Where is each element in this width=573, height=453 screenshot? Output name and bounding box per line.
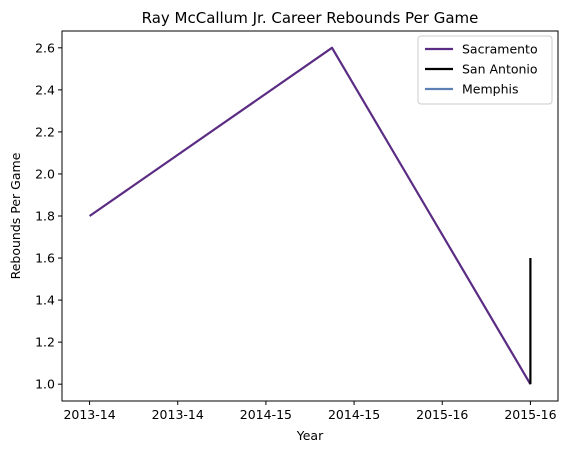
x-axis-label: Year [296, 428, 324, 443]
y-axis: 1.0 1.2 1.4 1.6 1.8 2.0 2.2 2.4 2.6 [35, 40, 62, 392]
series-line-sacramento [88, 46, 532, 385]
y-tick-label: 2.2 [35, 124, 55, 139]
y-tick-label: 1.4 [35, 293, 55, 308]
legend: Sacramento San Antonio Memphis [417, 35, 553, 105]
x-tick-label: 2014-15 [240, 407, 292, 422]
x-tick-label: 2013-14 [152, 407, 204, 422]
y-tick-label: 1.2 [35, 335, 55, 350]
chart-title: Ray McCallum Jr. Career Rebounds Per Gam… [142, 9, 479, 27]
y-tick-label: 1.8 [35, 209, 55, 224]
y-tick-label: 1.0 [35, 377, 55, 392]
legend-entry: Sacramento [462, 42, 538, 57]
y-tick-label: 2.6 [35, 40, 55, 55]
y-tick-label: 1.6 [35, 251, 55, 266]
x-tick-label: 2015-16 [416, 407, 468, 422]
x-tick-label: 2015-16 [504, 407, 556, 422]
y-tick-label: 2.4 [35, 82, 55, 97]
legend-entry: San Antonio [462, 62, 538, 77]
x-tick-label: 2013-14 [63, 407, 115, 422]
legend-entry: Memphis [462, 82, 519, 97]
x-axis: 2013-14 2013-14 2014-15 2014-15 2015-16 2015-… [63, 401, 557, 422]
y-axis-label: Rebounds Per Game [8, 152, 23, 279]
y-tick-label: 2.0 [35, 166, 55, 181]
plot-area [88, 46, 532, 385]
legend-box [417, 35, 553, 105]
x-tick-label: 2014-15 [328, 407, 380, 422]
